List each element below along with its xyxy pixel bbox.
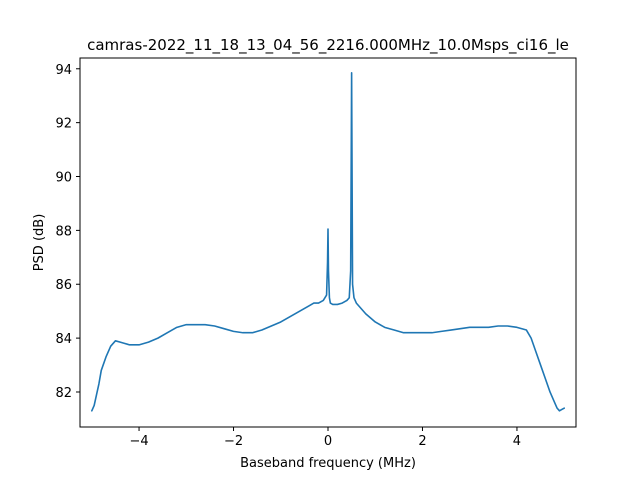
y-axis-label: PSD (dB) [32,214,47,272]
series-line-0 [91,72,565,412]
x-tick-label: −4 [129,434,148,449]
axes-frame [79,57,577,428]
y-tick-label: 82 [55,386,72,401]
x-tick-label: −2 [224,434,243,449]
y-tick-label: 84 [55,332,72,347]
axis-ticks: −4 −2 0 2 4 82 84 86 88 90 92 94 [55,63,521,449]
y-tick-label: 86 [55,278,72,293]
plot-area [91,72,565,412]
x-tick-label: 0 [324,434,332,449]
y-tick-label: 88 [55,224,72,239]
y-tick-label: 92 [55,117,72,132]
chart-title: camras-2022_11_18_13_04_56_2216.000MHz_1… [87,36,569,55]
y-tick-label: 94 [55,63,72,78]
x-axis-label: Baseband frequency (MHz) [240,456,416,471]
x-tick-label: 4 [513,434,521,449]
y-tick-label: 90 [55,171,72,186]
x-tick-label: 2 [418,434,426,449]
